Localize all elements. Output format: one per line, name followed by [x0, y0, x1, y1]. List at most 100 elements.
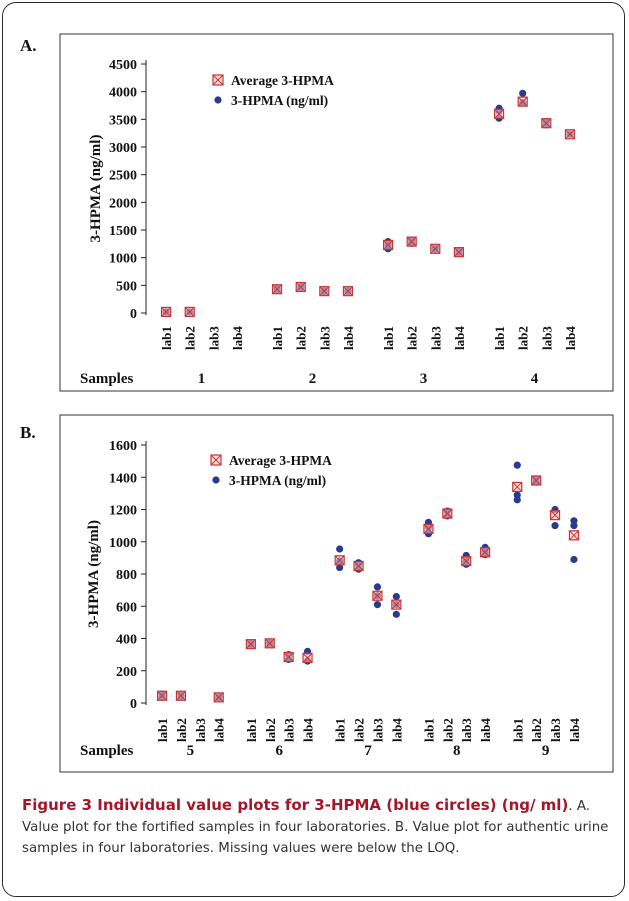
average-marker-cross	[176, 690, 186, 701]
figure-caption: Figure 3 Individual value plots for 3-HP…	[22, 795, 612, 859]
lab-tick-label: lab2	[174, 718, 189, 742]
data-point	[336, 563, 344, 572]
average-marker-cross	[494, 108, 504, 119]
average-marker-cross	[372, 590, 383, 601]
lab-tick-label: lab4	[478, 718, 493, 742]
legend-point-marker	[212, 476, 220, 484]
caption-title: Figure 3 Individual value plots for 3-HP…	[22, 796, 569, 814]
legend-average-cross	[212, 74, 224, 86]
data-point	[373, 583, 382, 591]
lab-tick-label: lab3	[428, 326, 443, 350]
data-point	[513, 491, 521, 499]
average-marker-cross	[161, 307, 171, 317]
average-marker-cross	[353, 561, 364, 571]
y-tick-label: 500	[116, 279, 137, 294]
data-point	[373, 601, 382, 609]
average-marker-cross	[442, 508, 453, 519]
caption-text: . A. Value plot for the fortified sample…	[22, 799, 609, 856]
average-marker-cross	[295, 282, 306, 292]
lab-tick-label: lab3	[206, 326, 221, 350]
x-axis-label: Samples	[80, 371, 134, 387]
panel-b: B. 0 200 400 600 800 1000 1200 1400 1600 3-HPMA (n…	[20, 414, 614, 773]
lab-tick-label: lab2	[183, 326, 198, 350]
average-marker-cross	[157, 690, 167, 701]
lab-tick-label: lab2	[516, 326, 531, 350]
data-point	[392, 592, 400, 601]
data-point	[570, 555, 578, 564]
average-marker-cross	[512, 482, 523, 492]
legend-point-marker	[214, 96, 222, 104]
average-marker-cross	[391, 599, 402, 610]
lab-tick-label: lab3	[459, 718, 474, 742]
average-marker-cross	[454, 247, 464, 257]
average-marker-cross	[184, 307, 195, 317]
sample-label: 5	[187, 743, 195, 759]
y-tick-label: 200	[116, 665, 137, 680]
lab-tick-label: lab4	[389, 718, 404, 742]
lab-tick-label: lab3	[193, 718, 208, 742]
y-axis-label: 3-HPMA (ng/ml)	[88, 135, 104, 243]
lab-tick-label: lab1	[333, 718, 348, 742]
y-tick-label: 2000	[109, 196, 137, 211]
average-marker-cross	[565, 129, 575, 140]
y-tick-label: 0	[130, 697, 137, 712]
lab-tick-label: lab3	[548, 718, 563, 742]
lab-tick-label: lab1	[510, 718, 525, 742]
average-marker-cross	[480, 547, 490, 558]
legend-point-label: 3-HPMA (ng/ml)	[231, 93, 328, 108]
lab-tick-label: lab2	[263, 718, 278, 742]
y-tick-label: 4000	[109, 86, 137, 101]
sample-label: 4	[531, 371, 539, 387]
y-tick-label: 0	[130, 307, 137, 322]
plot-frame	[59, 33, 614, 392]
y-tick-label: 600	[116, 600, 137, 615]
average-marker-cross	[272, 284, 282, 295]
legend-point-label: 3-HPMA (ng/ml)	[229, 473, 326, 488]
sample-label: 3	[420, 371, 428, 387]
sample-label: 6	[275, 743, 283, 759]
sample-label: 1	[198, 371, 206, 387]
average-marker-cross	[531, 475, 542, 486]
lab-tick-label: lab2	[352, 718, 367, 742]
average-marker-cross	[550, 510, 560, 520]
y-tick-label: 1200	[109, 504, 137, 519]
plot-frame	[59, 414, 614, 773]
y-tick-label: 1000	[109, 536, 137, 551]
lab-tick-label: lab1	[244, 718, 259, 742]
lab-tick-label: lab1	[492, 326, 507, 350]
data-point	[551, 522, 559, 530]
average-marker-cross	[430, 243, 441, 254]
figure-charts: A.0500100015002000250030003500400045003-…	[20, 33, 614, 773]
average-marker-cross	[541, 118, 552, 129]
average-marker-cross	[264, 638, 275, 649]
lab-tick-label: lab1	[155, 718, 170, 742]
y-tick-label: 3500	[109, 113, 137, 128]
lab-tick-label: lab1	[381, 326, 396, 350]
average-marker-cross	[213, 692, 224, 703]
lab-tick-label: lab2	[440, 718, 455, 742]
lab-tick-label: lab4	[341, 326, 356, 350]
lab-tick-label: lab1	[270, 326, 285, 350]
panel-label: A.	[20, 36, 37, 55]
y-tick-label: 400	[116, 633, 137, 648]
sample-label: 7	[364, 743, 372, 759]
lab-tick-label: lab4	[301, 718, 316, 742]
average-marker-cross	[246, 639, 256, 649]
panel-a: A. 0 500 1000 1500 2000 2500 3000 3500 4000 4500 3-…	[20, 33, 614, 392]
data-point	[519, 89, 527, 97]
lab-tick-label: lab4	[563, 326, 578, 350]
y-tick-label: 2500	[109, 169, 137, 184]
data-point	[336, 545, 344, 553]
panel-label: B.	[20, 423, 36, 442]
lab-tick-label: lab4	[212, 718, 227, 742]
sample-label: 2	[309, 371, 317, 387]
data-point	[570, 517, 578, 525]
average-marker-cross	[423, 523, 434, 534]
lab-tick-label: lab4	[230, 326, 245, 350]
average-marker-cross	[406, 236, 417, 247]
y-tick-label: 3000	[109, 141, 137, 156]
lab-tick-label: lab1	[159, 326, 174, 350]
lab-tick-label: lab3	[317, 326, 332, 350]
y-tick-label: 1400	[109, 471, 137, 486]
